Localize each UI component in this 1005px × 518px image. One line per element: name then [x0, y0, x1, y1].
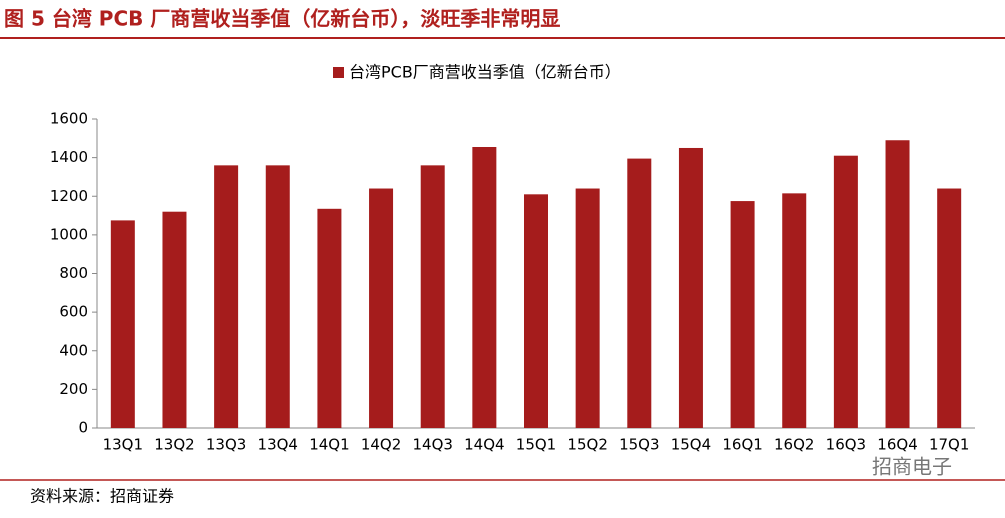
- x-tick-label: 17Q1: [929, 436, 969, 454]
- bar: [885, 140, 910, 428]
- figure-title: 图 5 台湾 PCB 厂商营收当季值（亿新台币），淡旺季非常明显: [4, 7, 560, 31]
- y-tick-label: 400: [59, 341, 88, 359]
- x-tick-label: 14Q3: [412, 436, 452, 454]
- y-tick-label: 1600: [50, 110, 88, 128]
- bar: [162, 211, 187, 428]
- x-tick-label: 16Q3: [826, 436, 866, 454]
- source: 资料来源：招商证券: [30, 487, 174, 506]
- x-tick-label: 15Q2: [567, 436, 607, 454]
- x-tick-label: 14Q1: [309, 436, 349, 454]
- bar: [265, 165, 290, 428]
- bar: [678, 147, 703, 428]
- x-tick-label: 14Q4: [464, 436, 504, 454]
- watermark: 招商电子: [872, 455, 952, 479]
- bar: [472, 147, 497, 429]
- legend-swatch: [333, 67, 344, 78]
- x-tick-label: 13Q4: [258, 436, 298, 454]
- bar: [317, 208, 342, 428]
- x-tick-label: 13Q1: [103, 436, 143, 454]
- y-tick-label: 800: [59, 264, 88, 282]
- y-tick-label: 0: [78, 419, 88, 437]
- x-tick-label: 14Q2: [361, 436, 401, 454]
- x-tick-label: 16Q1: [722, 436, 762, 454]
- bar: [730, 201, 755, 428]
- bar: [110, 220, 135, 428]
- bar: [369, 188, 394, 428]
- y-tick-label: 1400: [50, 148, 88, 166]
- y-tick-label: 200: [59, 380, 88, 398]
- x-tick-label: 15Q4: [671, 436, 711, 454]
- y-tick-label: 600: [59, 303, 88, 321]
- y-tick-label: 1200: [50, 187, 88, 205]
- bar: [833, 155, 858, 428]
- bar: [214, 165, 239, 428]
- x-tick-label: 15Q3: [619, 436, 659, 454]
- x-tick-label: 13Q3: [206, 436, 246, 454]
- x-tick-label: 16Q2: [774, 436, 814, 454]
- y-tick-label: 1000: [50, 225, 88, 243]
- bar: [627, 158, 652, 428]
- bar: [937, 188, 962, 428]
- bar: [524, 194, 548, 428]
- bar: [575, 188, 600, 428]
- bar: [420, 165, 445, 428]
- x-tick-label: 16Q4: [877, 436, 917, 454]
- bar: [782, 193, 807, 428]
- legend-label: 台湾PCB厂商营收当季值（亿新台币）: [349, 63, 621, 82]
- x-tick-label: 13Q2: [154, 436, 194, 454]
- x-tick-label: 15Q1: [516, 436, 556, 454]
